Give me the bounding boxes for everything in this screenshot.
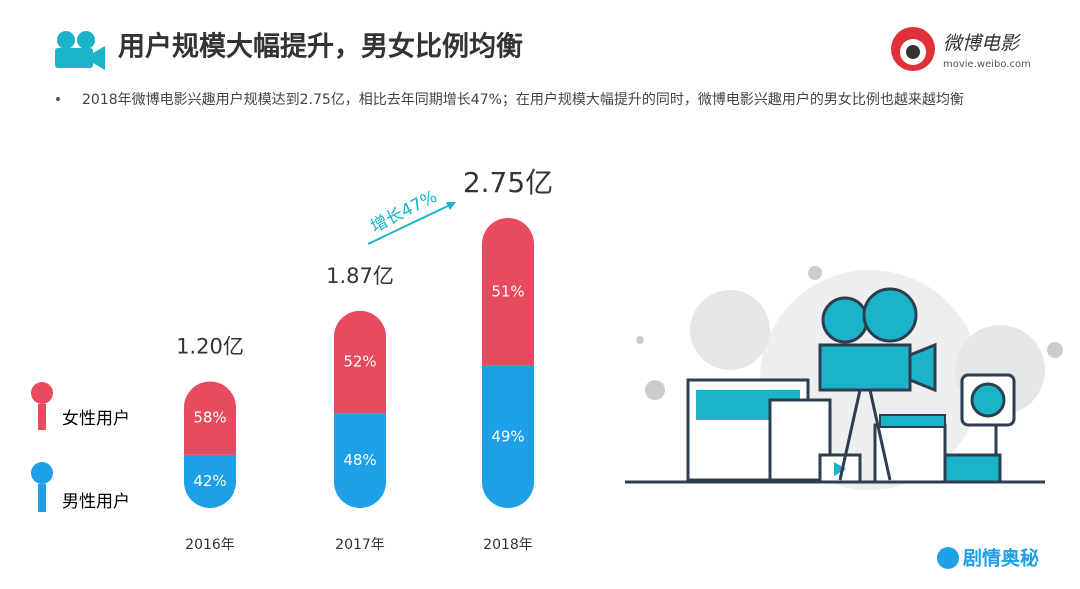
x-tick-label: 2016年 bbox=[185, 537, 235, 553]
bar bbox=[482, 218, 534, 508]
value-label: 52% bbox=[343, 353, 376, 371]
value-label: 48% bbox=[343, 451, 376, 469]
description-box: 2018年微博电影兴趣用户规模达到2.75亿，相比去年同期增长47%；在用户规模… bbox=[82, 92, 964, 108]
growth-arrow bbox=[367, 203, 453, 245]
bar-segment bbox=[334, 413, 386, 508]
bar bbox=[184, 381, 236, 508]
bar-segment bbox=[334, 310, 386, 414]
male-icon bbox=[31, 462, 53, 512]
illustration bbox=[625, 266, 1063, 490]
logo-icon bbox=[891, 27, 935, 71]
legend-label: 女性用户 bbox=[62, 409, 130, 429]
title-icon bbox=[55, 31, 105, 70]
value-label: 49% bbox=[491, 427, 524, 445]
bar-segment bbox=[184, 454, 236, 508]
logo-name: 微博电影 bbox=[943, 33, 1022, 55]
total-label: 1.20亿 bbox=[176, 334, 244, 358]
bar bbox=[334, 310, 386, 508]
bar-segment bbox=[482, 218, 534, 366]
watermark-icon bbox=[937, 547, 959, 569]
bar-segment bbox=[482, 365, 534, 508]
arrow-head bbox=[446, 202, 456, 210]
description: 2018年微博电影兴趣用户规模达到2.75亿，相比去年同期增长47%；在用户规模… bbox=[82, 92, 964, 108]
legend-label: 男性用户 bbox=[62, 492, 130, 512]
value-label: 42% bbox=[193, 472, 226, 490]
total-label: 2.75亿 bbox=[463, 166, 553, 199]
bar-segment bbox=[184, 381, 236, 455]
value-label: 58% bbox=[193, 409, 226, 427]
x-tick-label: 2017年 bbox=[335, 537, 385, 553]
total-label: 1.87亿 bbox=[326, 264, 394, 288]
logo-url: movie.weibo.com bbox=[943, 59, 1031, 70]
x-tick-label: 2018年 bbox=[483, 537, 533, 553]
value-label: 51% bbox=[491, 282, 524, 300]
female-icon bbox=[31, 382, 53, 430]
watermark: 剧情奥秘 bbox=[963, 547, 1039, 570]
bullet bbox=[56, 97, 60, 101]
title: 用户规模大幅提升，男女比例均衡 bbox=[118, 31, 523, 63]
